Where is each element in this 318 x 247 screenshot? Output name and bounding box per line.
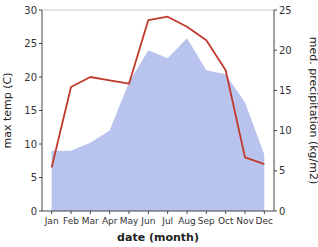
x-tick [51,211,52,214]
y2-tick-label: 15 [279,85,292,96]
x-tick-label: Aug [178,216,196,226]
y-tick-label: 0 [31,206,37,217]
x-tick [206,211,207,214]
y-tick [39,43,42,44]
y-tick-label: 20 [24,72,37,83]
x-tick-label: May [120,216,139,226]
y-tick-label: 10 [24,139,37,150]
x-tick [245,211,246,214]
temp-line [52,17,265,168]
y-tick [39,110,42,111]
x-tick-label: Jan [44,216,59,226]
x-tick [71,211,72,214]
x-tick-label: Jun [140,216,155,226]
precip-area [52,38,265,211]
y-axis-label: max temp (C) [1,72,14,148]
y2-tick-label: 10 [279,125,292,136]
x-tick-label: Sep [198,216,215,226]
x-axis-label: date (month) [117,231,199,244]
x-tick-label: Dec [256,216,273,226]
x-tick-label: Mar [82,216,99,226]
y2-tick-label: 25 [279,5,292,16]
bottom-axis [42,211,274,212]
y-tick [39,144,42,145]
chart: 0 5 10 15 20 25 30 0 5 10 15 20 25 Jan FebMarAprMayJun… [0,0,318,247]
y-tick [39,177,42,178]
top-line [42,10,274,11]
x-tick-label: Apr [102,216,118,226]
y-tick-label: 15 [24,105,37,116]
x-tick-label: Nov [236,216,254,226]
x-tick [148,211,149,214]
y-tick [39,211,42,212]
x-tick [167,211,168,214]
x-tick [109,211,110,214]
x-tick [225,211,226,214]
y2-tick [274,211,277,212]
y-tick-label: 30 [24,5,37,16]
y-tick-label: 25 [24,38,37,49]
y2-tick [274,50,277,51]
y2-axis-label: med. precipitation (kg/m2) [307,37,318,185]
y-tick-label: 5 [31,172,37,183]
x-tick-label: Feb [63,216,79,226]
y2-tick [274,90,277,91]
plot-area [52,17,265,211]
y2-tick-label: 20 [279,45,292,56]
page: {"chart_data": {"type": "line", "xlabel"… [0,0,318,247]
x-tick-label: Oct [218,216,234,226]
y-tick [39,10,42,11]
y2-tick-label: 0 [279,206,285,217]
x-tick [129,211,130,214]
y2-tick [274,130,277,131]
x-tick [90,211,91,214]
x-tick-label: Jul [161,216,173,226]
right-axis [274,10,275,211]
x-tick [187,211,188,214]
x-tick [264,211,265,214]
y-tick [39,77,42,78]
y2-tick [274,170,277,171]
y2-tick-label: 5 [279,165,285,176]
y2-tick [274,10,277,11]
